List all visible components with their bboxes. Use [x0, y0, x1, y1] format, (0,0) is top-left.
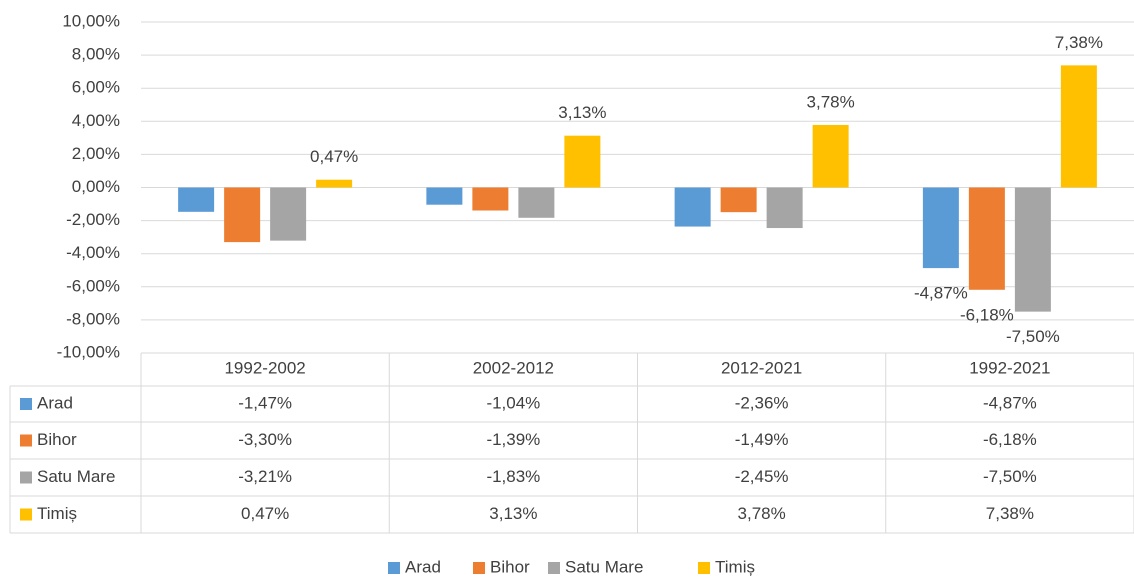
legend-label: Bihor	[490, 557, 530, 576]
bar	[720, 187, 757, 213]
table-header: 2002-2012	[473, 358, 554, 377]
table-cell: -2,45%	[735, 467, 789, 486]
legend-key	[20, 434, 32, 447]
table-cell: -3,30%	[238, 430, 292, 449]
y-tick-label: 10,00%	[62, 11, 120, 30]
table-header: 2012-2021	[721, 358, 802, 377]
legend-label: Satu Mare	[565, 557, 643, 576]
bar	[270, 187, 307, 241]
table-cell: -1,47%	[238, 393, 292, 412]
bar	[1060, 65, 1097, 188]
table-cell: 3,13%	[489, 504, 537, 523]
table-row-label: Timiș	[37, 504, 77, 523]
table-row-label: Bihor	[37, 430, 77, 449]
bar	[1014, 187, 1051, 312]
bar	[472, 187, 509, 211]
bar	[518, 187, 555, 218]
legend-key	[698, 562, 710, 574]
table-cell: 3,78%	[738, 504, 786, 523]
legend-label: Arad	[405, 557, 441, 576]
bar	[812, 124, 849, 188]
table-header: 1992-2021	[969, 358, 1050, 377]
bar	[766, 187, 803, 229]
table-cell: -4,87%	[983, 393, 1037, 412]
table-cell: -2,36%	[735, 393, 789, 412]
table-cell: -1,83%	[486, 467, 540, 486]
table-cell: -7,50%	[983, 467, 1037, 486]
data-label: -4,87%	[914, 284, 968, 303]
table-cell: -1,49%	[735, 430, 789, 449]
y-tick-label: 8,00%	[72, 45, 120, 64]
data-label: 7,38%	[1055, 33, 1103, 52]
bar	[968, 187, 1005, 290]
bar	[426, 187, 463, 205]
y-tick-label: -2,00%	[66, 210, 120, 229]
y-tick-label: -8,00%	[66, 309, 120, 328]
bar	[564, 135, 601, 188]
legend-key	[20, 471, 32, 484]
bar	[316, 179, 353, 188]
y-tick-label: -6,00%	[66, 276, 120, 295]
y-tick-label: 6,00%	[72, 78, 120, 97]
data-label: 0,47%	[310, 147, 358, 166]
legend-key	[388, 562, 400, 574]
data-label: 3,13%	[558, 103, 606, 122]
bar	[224, 187, 261, 243]
data-label: 3,78%	[807, 92, 855, 111]
y-tick-label: 4,00%	[72, 111, 120, 130]
legend-key	[473, 562, 485, 574]
table-cell: -6,18%	[983, 430, 1037, 449]
table-row-label: Satu Mare	[37, 467, 115, 486]
legend-key	[548, 562, 560, 574]
table-cell: 0,47%	[241, 504, 289, 523]
table-cell: 7,38%	[986, 504, 1034, 523]
data-label: -6,18%	[960, 305, 1014, 324]
bar	[674, 187, 711, 227]
y-tick-label: -10,00%	[57, 342, 120, 361]
table-header: 1992-2002	[224, 358, 305, 377]
y-tick-label: 2,00%	[72, 144, 120, 163]
table-cell: -3,21%	[238, 467, 292, 486]
table-row-label: Arad	[37, 393, 73, 412]
legend-key	[20, 398, 32, 410]
y-tick-label: 0,00%	[72, 177, 120, 196]
legend-key	[20, 508, 32, 521]
legend-label: Timiș	[715, 557, 755, 576]
table-cell: -1,39%	[486, 430, 540, 449]
data-label: -7,50%	[1006, 327, 1060, 346]
table-cell: -1,04%	[486, 393, 540, 412]
bar	[178, 187, 215, 212]
y-tick-label: -4,00%	[66, 243, 120, 262]
bar	[922, 187, 959, 269]
